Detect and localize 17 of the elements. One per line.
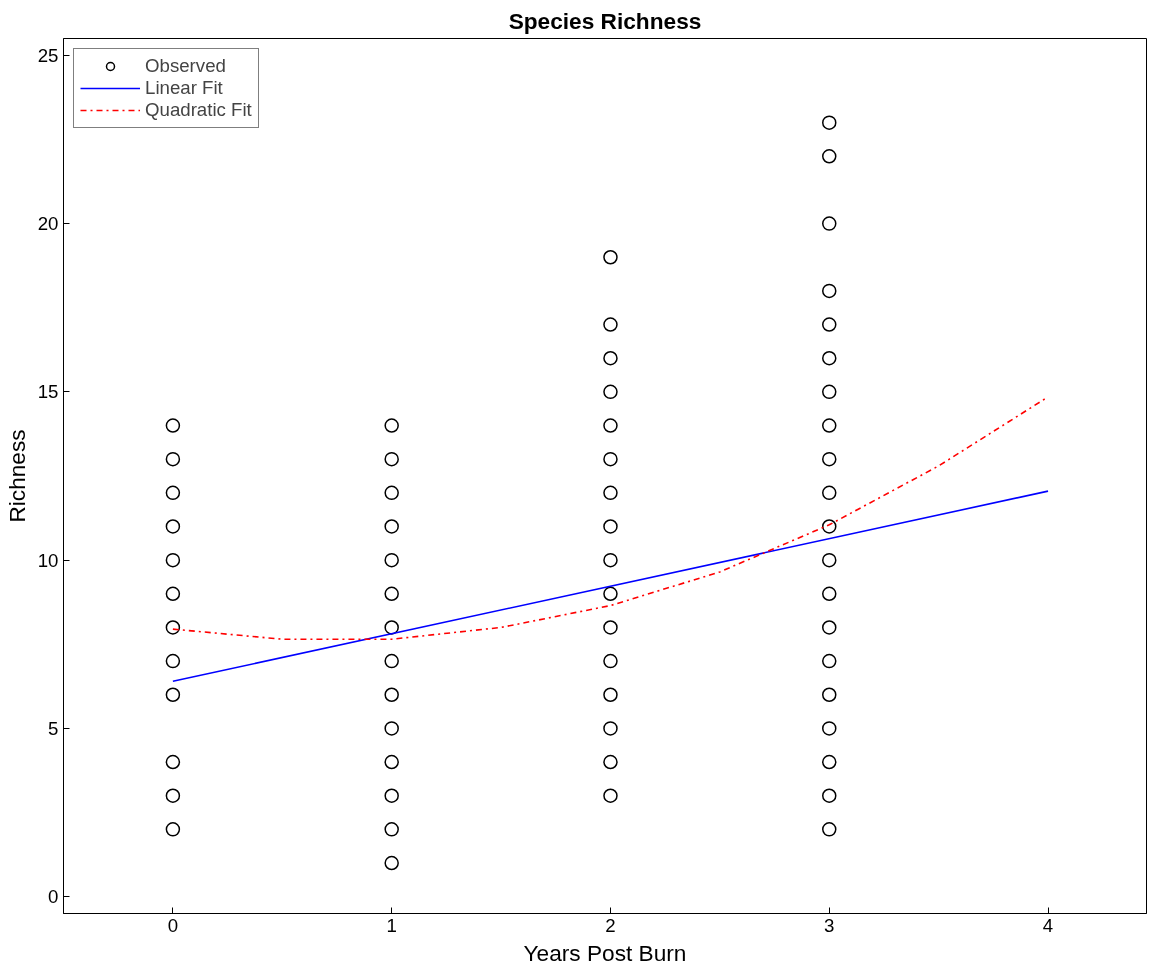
y-tick-label: 10 bbox=[37, 549, 59, 571]
y-tick-label: 20 bbox=[37, 213, 59, 235]
x-tick-label: 1 bbox=[386, 914, 397, 936]
chart-title: Species Richness bbox=[508, 7, 702, 34]
y-tick-label: 0 bbox=[48, 886, 59, 908]
legend-label: Linear Fit bbox=[145, 77, 223, 99]
y-tick-label: 15 bbox=[37, 381, 59, 403]
y-tick-label: 5 bbox=[48, 717, 59, 739]
y-tick-label: 25 bbox=[37, 44, 59, 66]
x-tick-label: 3 bbox=[824, 914, 835, 936]
x-tick-label: 2 bbox=[605, 914, 616, 936]
y-axis-title: Richness bbox=[3, 429, 30, 523]
x-tick-label: 0 bbox=[167, 914, 179, 936]
x-tick-label: 4 bbox=[1042, 914, 1054, 936]
legend-label: Observed bbox=[145, 55, 226, 77]
x-axis-title: Years Post Burn bbox=[523, 939, 687, 966]
legend-label: Quadratic Fit bbox=[145, 99, 252, 121]
